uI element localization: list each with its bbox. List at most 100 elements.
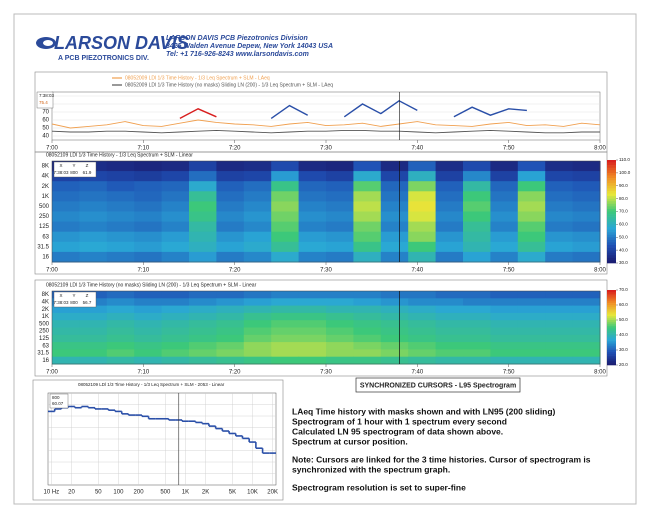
- heatmap-cell: [298, 291, 327, 299]
- heatmap-cell: [216, 334, 245, 343]
- note-line: LAeq Time history with masks shown and w…: [292, 406, 556, 416]
- heatmap-cell: [572, 327, 601, 336]
- heatmap-cell: [216, 349, 245, 358]
- heatmap-cell: [161, 251, 190, 263]
- heatmap-cell: [353, 342, 382, 350]
- y-tick-label: 125: [39, 336, 50, 342]
- cursor-value: 61.9: [83, 170, 92, 175]
- heatmap-cell: [353, 320, 382, 328]
- heatmap-cell: [545, 231, 574, 243]
- heatmap-cell: [545, 211, 574, 223]
- x-tick-label: 100: [113, 490, 124, 496]
- heatmap-cell: [490, 161, 519, 172]
- heatmap-cell: [134, 327, 163, 336]
- heatmap-cell: [134, 211, 163, 223]
- colorbar-label: 30.0: [619, 260, 628, 265]
- heatmap-cell: [517, 320, 546, 328]
- heatmap-cell: [216, 161, 245, 172]
- heatmap-cell: [216, 201, 245, 212]
- heatmap-cell: [243, 171, 272, 182]
- heatmap-cell: [52, 251, 80, 263]
- heatmap-cell: [572, 191, 601, 202]
- heatmap-cell: [298, 327, 327, 336]
- colorbar-strip: [607, 257, 616, 261]
- colorbar-strip: [607, 338, 616, 341]
- heatmap-cell: [380, 211, 409, 223]
- heatmap-cell: [517, 181, 546, 192]
- x-tick-label: 7:20: [229, 268, 241, 274]
- heatmap-cell: [435, 221, 464, 233]
- x-tick-label: 7:50: [503, 146, 515, 152]
- colorbar-strip: [607, 250, 616, 254]
- colorbar-strip: [607, 320, 616, 323]
- heatmap-cell: [517, 334, 546, 343]
- heatmap-cell: [298, 251, 327, 263]
- heatmap-cell: [517, 312, 546, 321]
- x-tick-label: 8:00: [594, 370, 606, 376]
- heatmap-cell: [189, 356, 217, 365]
- y-tick-label: 8K: [42, 164, 49, 170]
- heatmap-cell: [490, 305, 519, 314]
- heatmap-cell: [216, 181, 245, 192]
- heatmap-cell: [490, 201, 519, 212]
- colorbar-strip: [607, 306, 616, 310]
- colorbar-strip: [607, 214, 616, 217]
- heatmap-cell: [161, 191, 190, 202]
- heatmap-cell: [326, 298, 354, 307]
- heatmap-cell: [353, 211, 382, 223]
- x-tick-label: 7:00: [46, 370, 58, 376]
- heatmap-cell: [326, 312, 354, 321]
- y-tick-label: 8K: [42, 292, 49, 298]
- colorbar-strip: [607, 348, 616, 351]
- y-tick-label: 500: [39, 321, 50, 327]
- heatmap-cell: [271, 327, 300, 336]
- cursor-value: 75.4: [39, 100, 48, 105]
- note-line: Spectrogram resolution is set to super-f…: [292, 482, 466, 492]
- y-tick-label: 31.5: [37, 244, 49, 250]
- heatmap-cell: [243, 241, 272, 253]
- cursor-label: 60.07: [52, 401, 64, 406]
- heatmap-cell: [134, 312, 163, 321]
- heatmap-cell: [189, 161, 217, 172]
- heatmap-cell: [216, 342, 245, 350]
- colorbar-strip: [607, 239, 616, 243]
- y-tick-label: 63: [42, 234, 49, 240]
- heatmap-cell: [545, 191, 574, 202]
- heatmap-cell: [243, 181, 272, 192]
- heatmap-cell: [408, 201, 437, 212]
- heatmap-cell: [326, 334, 354, 343]
- colorbar-strip: [607, 290, 616, 293]
- heatmap-cell: [408, 334, 437, 343]
- colorbar-label: 60.0: [619, 302, 628, 307]
- heatmap-cell: [216, 231, 245, 243]
- heatmap-cell: [463, 334, 491, 343]
- colorbar-strip: [607, 361, 616, 364]
- heatmap-cell: [271, 221, 300, 233]
- heatmap-cell: [161, 320, 190, 328]
- heatmap-cell: [545, 181, 574, 192]
- heatmap-cell: [545, 291, 574, 299]
- synchronized-label: SYNCHRONIZED CURSORS - L95 Spectrogram: [360, 382, 516, 389]
- heatmap-cell: [326, 349, 354, 358]
- heatmap-cell: [517, 349, 546, 358]
- heatmap-cell: [298, 181, 327, 192]
- heatmap-cell: [79, 342, 108, 350]
- heatmap-cell: [189, 231, 217, 243]
- logo-mark-inner: [43, 40, 53, 46]
- x-tick-label: 7:50: [503, 268, 515, 274]
- heatmap-cell: [545, 342, 574, 350]
- heatmap-cell: [545, 312, 574, 321]
- heatmap-cell: [326, 251, 354, 263]
- heatmap-cell: [463, 181, 491, 192]
- heatmap-cell: [134, 342, 163, 350]
- heatmap-cell: [572, 312, 601, 321]
- x-tick-label: 7:30: [320, 370, 332, 376]
- heatmap-cell: [572, 320, 601, 328]
- heatmap-cell: [463, 161, 491, 172]
- heatmap-cell: [189, 211, 217, 223]
- heatmap-cell: [106, 171, 135, 182]
- heatmap-cell: [134, 221, 163, 233]
- heatmap-cell: [572, 334, 601, 343]
- heatmap-cell: [435, 356, 464, 365]
- heatmap-cell: [572, 356, 601, 365]
